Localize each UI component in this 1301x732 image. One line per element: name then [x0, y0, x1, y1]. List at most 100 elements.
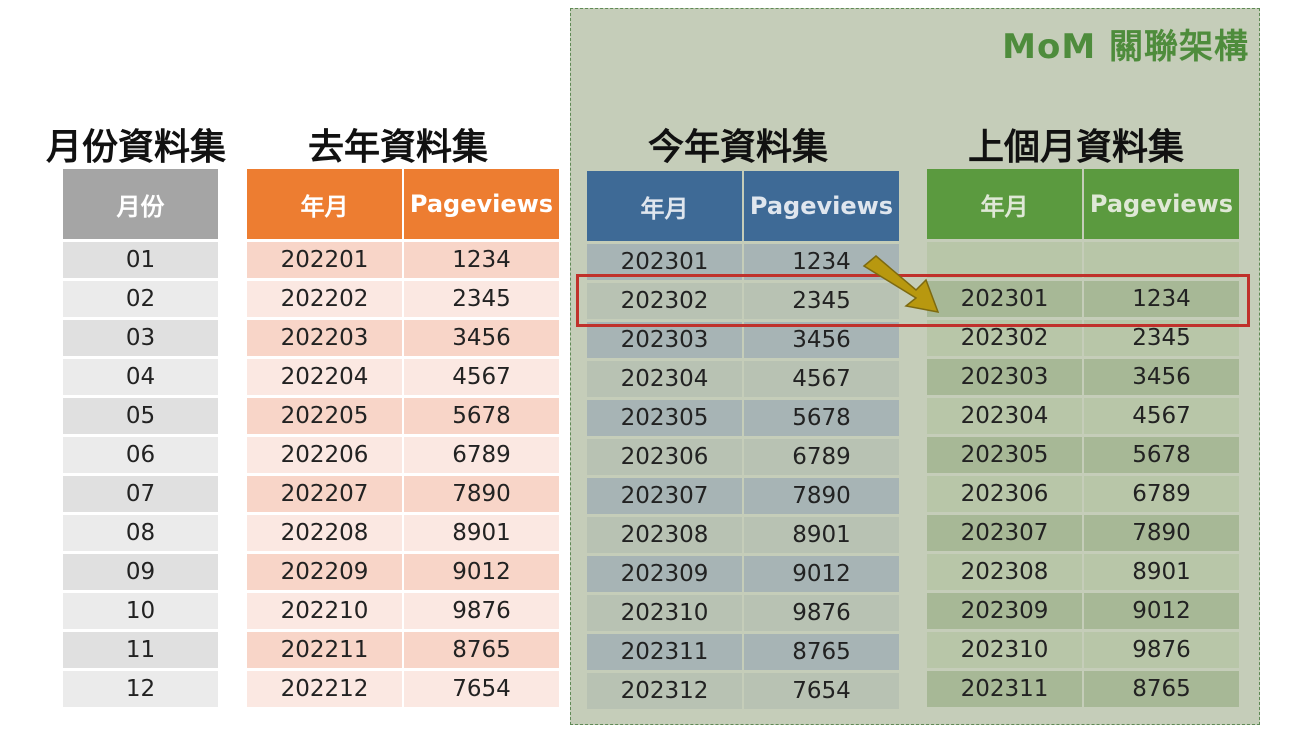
prev-month-dataset-title: 上個月資料集 — [968, 127, 1185, 168]
last-year-cell-yearmonth: 202203 — [247, 320, 402, 356]
this-year-row: 202308 8901 — [587, 517, 899, 553]
month-cell-month: 04 — [63, 359, 218, 395]
prev-month-cell-yearmonth: 202301 — [927, 281, 1082, 317]
last-year-cell-pageviews: 9876 — [404, 593, 559, 629]
month-row: 07 — [63, 476, 218, 512]
this-year-row: 202307 7890 — [587, 478, 899, 514]
month-row: 02 — [63, 281, 218, 317]
this-year-cell-pageviews: 2345 — [744, 283, 899, 319]
prev-month-cell-pageviews: 3456 — [1084, 359, 1239, 395]
last-year-dataset-title: 去年資料集 — [308, 127, 489, 168]
last-year-header-yearmonth: 年月 — [247, 169, 402, 239]
prev-month-cell-pageviews: 5678 — [1084, 437, 1239, 473]
last-year-table-body: 202201 1234 202202 2345 202203 3456 202204 4567… — [247, 242, 559, 707]
last-year-row: 202206 6789 — [247, 437, 559, 473]
this-year-cell-yearmonth: 202311 — [587, 634, 742, 670]
prev-month-cell-pageviews: 6789 — [1084, 476, 1239, 512]
prev-month-row: 202303 3456 — [927, 359, 1239, 395]
last-year-cell-pageviews: 2345 — [404, 281, 559, 317]
last-year-row: 202202 2345 — [247, 281, 559, 317]
last-year-cell-pageviews: 8901 — [404, 515, 559, 551]
this-year-cell-pageviews: 7890 — [744, 478, 899, 514]
prev-month-cell-yearmonth: 202306 — [927, 476, 1082, 512]
this-year-cell-pageviews: 5678 — [744, 400, 899, 436]
last-year-row: 202210 9876 — [247, 593, 559, 629]
prev-month-cell-yearmonth: 202303 — [927, 359, 1082, 395]
month-cell-month: 09 — [63, 554, 218, 590]
last-year-cell-pageviews: 5678 — [404, 398, 559, 434]
month-cell-month: 07 — [63, 476, 218, 512]
prev-month-row: 202306 6789 — [927, 476, 1239, 512]
month-row: 12 — [63, 671, 218, 707]
prev-month-row: 202307 7890 — [927, 515, 1239, 551]
prev-month-cell-yearmonth: 202311 — [927, 671, 1082, 707]
month-cell-month: 01 — [63, 242, 218, 278]
this-year-cell-yearmonth: 202304 — [587, 361, 742, 397]
month-header: 月份 — [63, 169, 218, 239]
month-row: 05 — [63, 398, 218, 434]
month-cell-month: 08 — [63, 515, 218, 551]
last-year-header-pageviews: Pageviews — [404, 169, 559, 239]
prev-month-cell-yearmonth: 202304 — [927, 398, 1082, 434]
this-year-cell-yearmonth: 202302 — [587, 283, 742, 319]
last-year-cell-yearmonth: 202206 — [247, 437, 402, 473]
this-year-row: 202310 9876 — [587, 595, 899, 631]
mom-title: MoM 關聯架構 — [1002, 27, 1249, 67]
prev-month-cell-yearmonth: 202305 — [927, 437, 1082, 473]
month-row: 09 — [63, 554, 218, 590]
last-year-cell-pageviews: 7890 — [404, 476, 559, 512]
month-row: 06 — [63, 437, 218, 473]
last-year-cell-yearmonth: 202208 — [247, 515, 402, 551]
last-year-cell-yearmonth: 202212 — [247, 671, 402, 707]
prev-month-row: 202304 4567 — [927, 398, 1239, 434]
this-year-cell-pageviews: 9876 — [744, 595, 899, 631]
prev-month-row: 202309 9012 — [927, 593, 1239, 629]
this-year-cell-yearmonth: 202308 — [587, 517, 742, 553]
month-row: 08 — [63, 515, 218, 551]
last-year-cell-yearmonth: 202202 — [247, 281, 402, 317]
month-row: 03 — [63, 320, 218, 356]
this-year-header-pageviews: Pageviews — [744, 171, 899, 241]
prev-month-row: 202311 8765 — [927, 671, 1239, 707]
month-table: 月份 01 02 03 04 05 06 07 08 09 10 11 12 — [61, 166, 220, 710]
month-cell-month: 02 — [63, 281, 218, 317]
prev-month-cell-pageviews: 9012 — [1084, 593, 1239, 629]
this-year-cell-pageviews: 4567 — [744, 361, 899, 397]
prev-month-cell-pageviews: 7890 — [1084, 515, 1239, 551]
last-year-cell-yearmonth: 202209 — [247, 554, 402, 590]
this-year-cell-yearmonth: 202303 — [587, 322, 742, 358]
last-year-cell-yearmonth: 202204 — [247, 359, 402, 395]
prev-month-cell-yearmonth: 202308 — [927, 554, 1082, 590]
prev-month-cell-pageviews: 8901 — [1084, 554, 1239, 590]
this-year-dataset-title: 今年資料集 — [648, 127, 829, 168]
this-year-row: 202306 6789 — [587, 439, 899, 475]
prev-month-cell-yearmonth: 202307 — [927, 515, 1082, 551]
this-year-row: 202304 4567 — [587, 361, 899, 397]
month-row: 01 — [63, 242, 218, 278]
last-year-cell-pageviews: 4567 — [404, 359, 559, 395]
last-year-cell-pageviews: 1234 — [404, 242, 559, 278]
this-year-cell-pageviews: 3456 — [744, 322, 899, 358]
highlight-box — [576, 274, 1250, 327]
this-year-cell-yearmonth: 202306 — [587, 439, 742, 475]
month-cell-month: 06 — [63, 437, 218, 473]
prev-month-row: 202310 9876 — [927, 632, 1239, 668]
prev-month-table: 年月 Pageviews 202301 1234 202302 2345 202303 3… — [925, 166, 1241, 710]
last-year-row: 202207 7890 — [247, 476, 559, 512]
prev-month-row: 202308 8901 — [927, 554, 1239, 590]
last-year-cell-pageviews: 9012 — [404, 554, 559, 590]
last-year-cell-yearmonth: 202207 — [247, 476, 402, 512]
last-year-row: 202201 1234 — [247, 242, 559, 278]
month-cell-month: 10 — [63, 593, 218, 629]
prev-month-row: 202301 1234 — [927, 281, 1239, 317]
month-cell-month: 11 — [63, 632, 218, 668]
prev-month-cell-yearmonth: 202310 — [927, 632, 1082, 668]
this-year-cell-yearmonth: 202312 — [587, 673, 742, 709]
last-year-row: 202208 8901 — [247, 515, 559, 551]
shift-arrow-icon — [862, 255, 940, 313]
this-year-cell-yearmonth: 202305 — [587, 400, 742, 436]
last-year-row: 202212 7654 — [247, 671, 559, 707]
this-year-cell-pageviews: 7654 — [744, 673, 899, 709]
last-year-row: 202211 8765 — [247, 632, 559, 668]
prev-month-cell-yearmonth: 202309 — [927, 593, 1082, 629]
